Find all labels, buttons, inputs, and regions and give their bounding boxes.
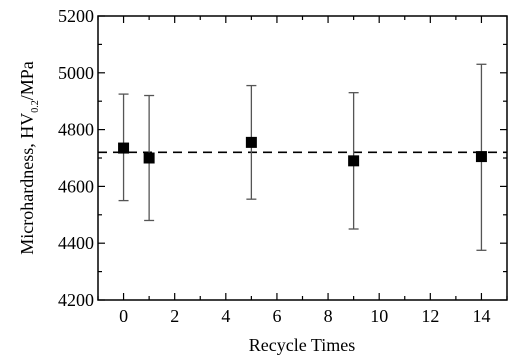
x-tick-label: 14 [472, 306, 490, 326]
x-tick-label: 10 [370, 306, 388, 326]
data-point [475, 151, 487, 163]
y-axis-title-unit: /MPa [17, 61, 37, 100]
x-axis-title: Recycle Times [249, 335, 356, 355]
x-axis-ticks: 0 2 4 6 8 10 12 14 [97, 16, 508, 326]
y-tick-label: 4200 [58, 290, 94, 310]
y-tick-label: 5200 [58, 6, 94, 26]
x-tick-label: 6 [272, 306, 281, 326]
x-tick-label: 2 [170, 306, 179, 326]
y-axis-title: Microhardness, HV0.2/MPa [17, 61, 41, 255]
data-point [143, 152, 155, 164]
y-tick-label: 4800 [58, 120, 94, 140]
y-tick-label: 4400 [58, 233, 94, 253]
data-point [118, 142, 130, 154]
y-tick-label: 5000 [58, 63, 94, 83]
data-point [245, 136, 257, 148]
y-axis-ticks: 4200 4400 4600 4800 5000 5200 [58, 6, 507, 310]
data-point [348, 155, 360, 167]
x-tick-label: 8 [324, 306, 333, 326]
x-tick-label: 0 [119, 306, 128, 326]
plot-frame [97, 15, 508, 301]
x-tick-label: 12 [421, 306, 439, 326]
y-tick-label: 4600 [58, 176, 94, 196]
data-points-layer [118, 63, 487, 251]
x-tick-label: 4 [221, 306, 230, 326]
y-axis-title-main: Microhardness, HV [17, 113, 37, 255]
y-axis-title-subscript: 0.2 [30, 100, 41, 113]
